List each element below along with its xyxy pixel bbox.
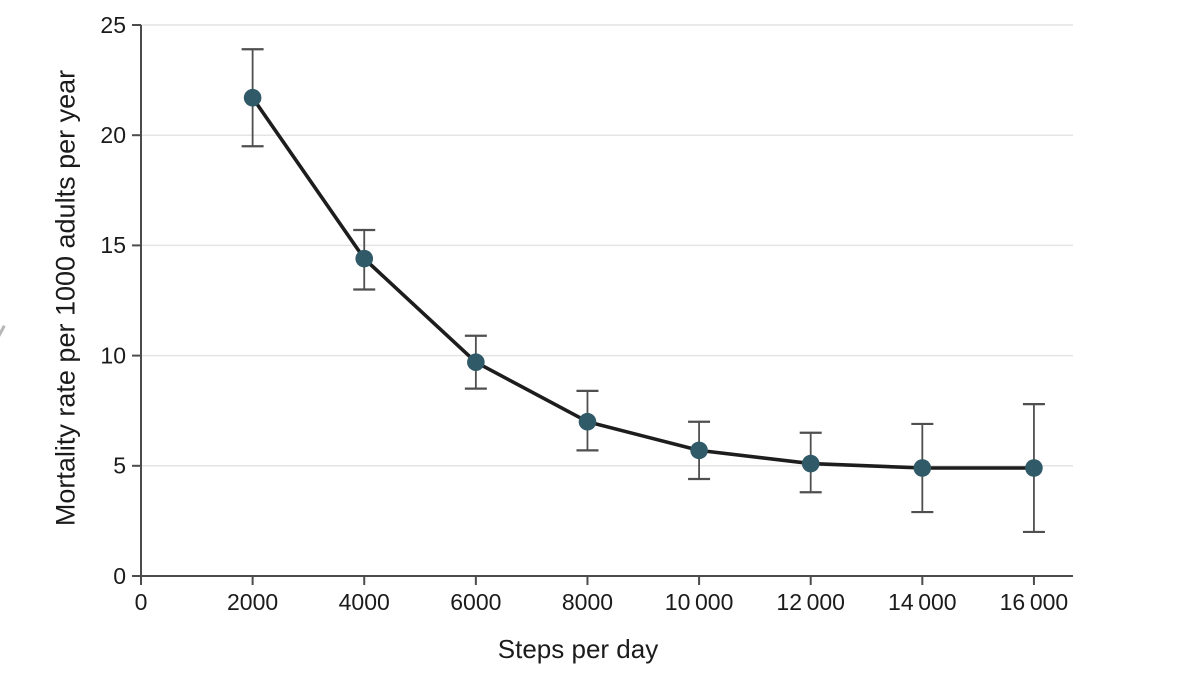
- series-line: [250, 95, 1036, 470]
- y-tick-label: 5: [113, 453, 126, 479]
- data-point: [578, 412, 597, 431]
- y-tick-label: 25: [100, 12, 126, 38]
- x-tick-label: 4000: [339, 589, 390, 615]
- x-tick-label: 2000: [227, 589, 278, 615]
- data-point: [467, 353, 485, 372]
- x-tick-label: 0: [135, 589, 148, 615]
- x-tick-label: 8000: [562, 589, 613, 615]
- x-tick-label: 12 000: [776, 589, 845, 615]
- data-point: [243, 88, 262, 107]
- y-tick-label: 10: [100, 342, 126, 368]
- y-tick-label: 0: [113, 563, 126, 589]
- y-tick-label: 20: [100, 122, 126, 148]
- y-axis-title: Mortality rate per 1000 adults per year: [50, 69, 81, 527]
- x-tick-label: 6000: [450, 589, 501, 615]
- data-point: [355, 249, 374, 268]
- x-tick-label: 10 000: [665, 589, 734, 615]
- data-point: [801, 454, 820, 473]
- y-tick-label: 15: [100, 232, 126, 258]
- x-tick-label: 14 000: [888, 589, 957, 615]
- x-axis-title: Steps per day: [497, 634, 659, 664]
- x-tick-label: 16 000: [1000, 589, 1069, 615]
- data-point: [913, 459, 932, 477]
- data-point: [690, 441, 708, 460]
- data-point: [1025, 459, 1043, 477]
